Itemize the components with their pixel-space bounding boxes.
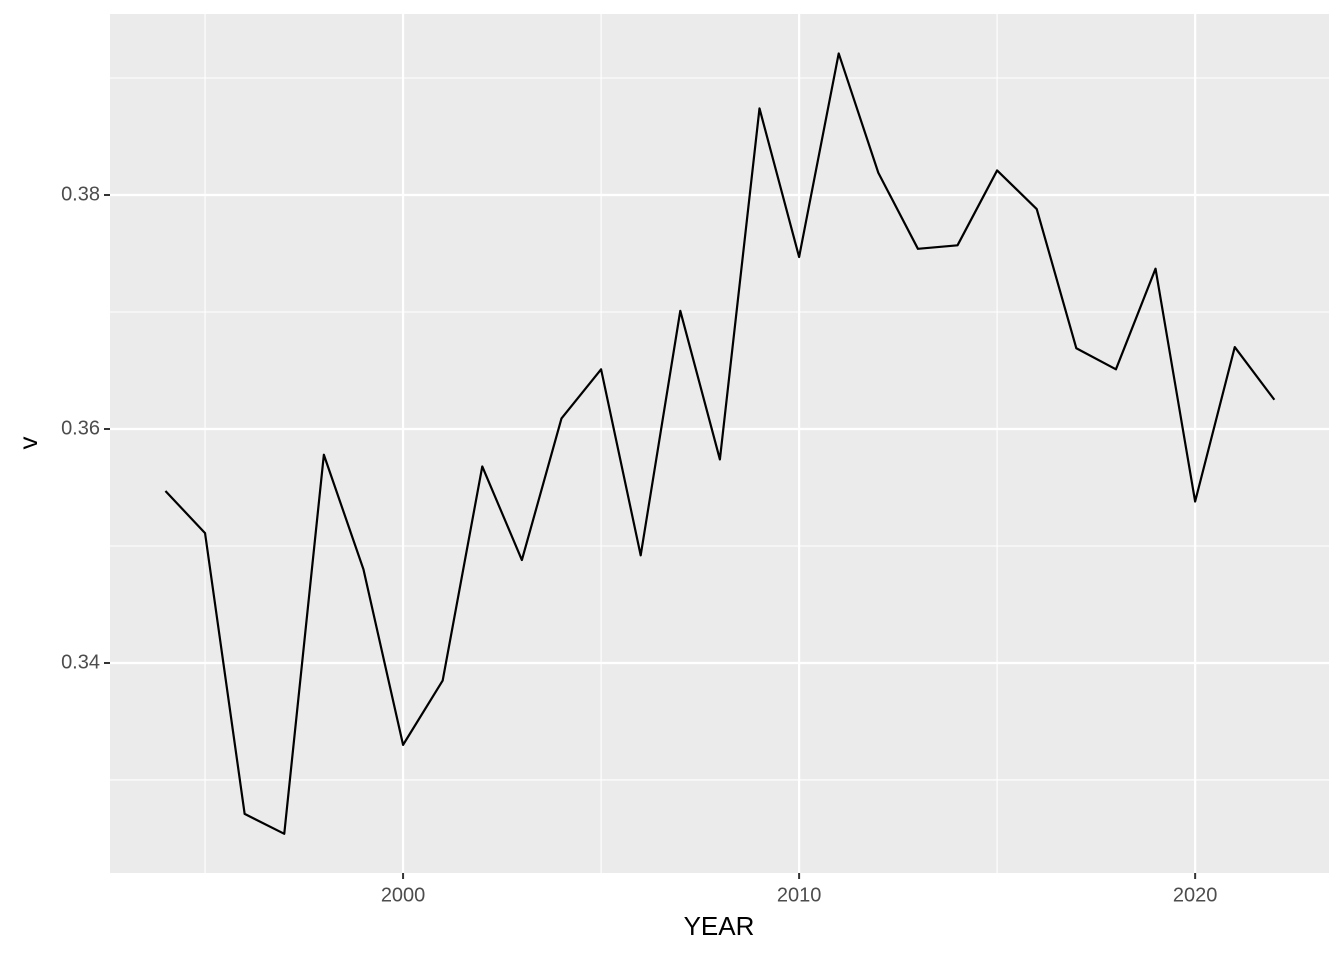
y-axis-title: v xyxy=(13,437,43,450)
x-axis-title: YEAR xyxy=(684,911,755,941)
panel xyxy=(110,14,1329,873)
y-tick-label: 0.34 xyxy=(61,651,100,673)
x-tick-label: 2020 xyxy=(1173,884,1218,906)
x-tick-label: 2000 xyxy=(381,884,426,906)
y-tick-label: 0.36 xyxy=(61,417,100,439)
x-tick-label: 2010 xyxy=(777,884,822,906)
line xyxy=(164,52,1276,835)
y-tick-label: 0.38 xyxy=(61,183,100,205)
